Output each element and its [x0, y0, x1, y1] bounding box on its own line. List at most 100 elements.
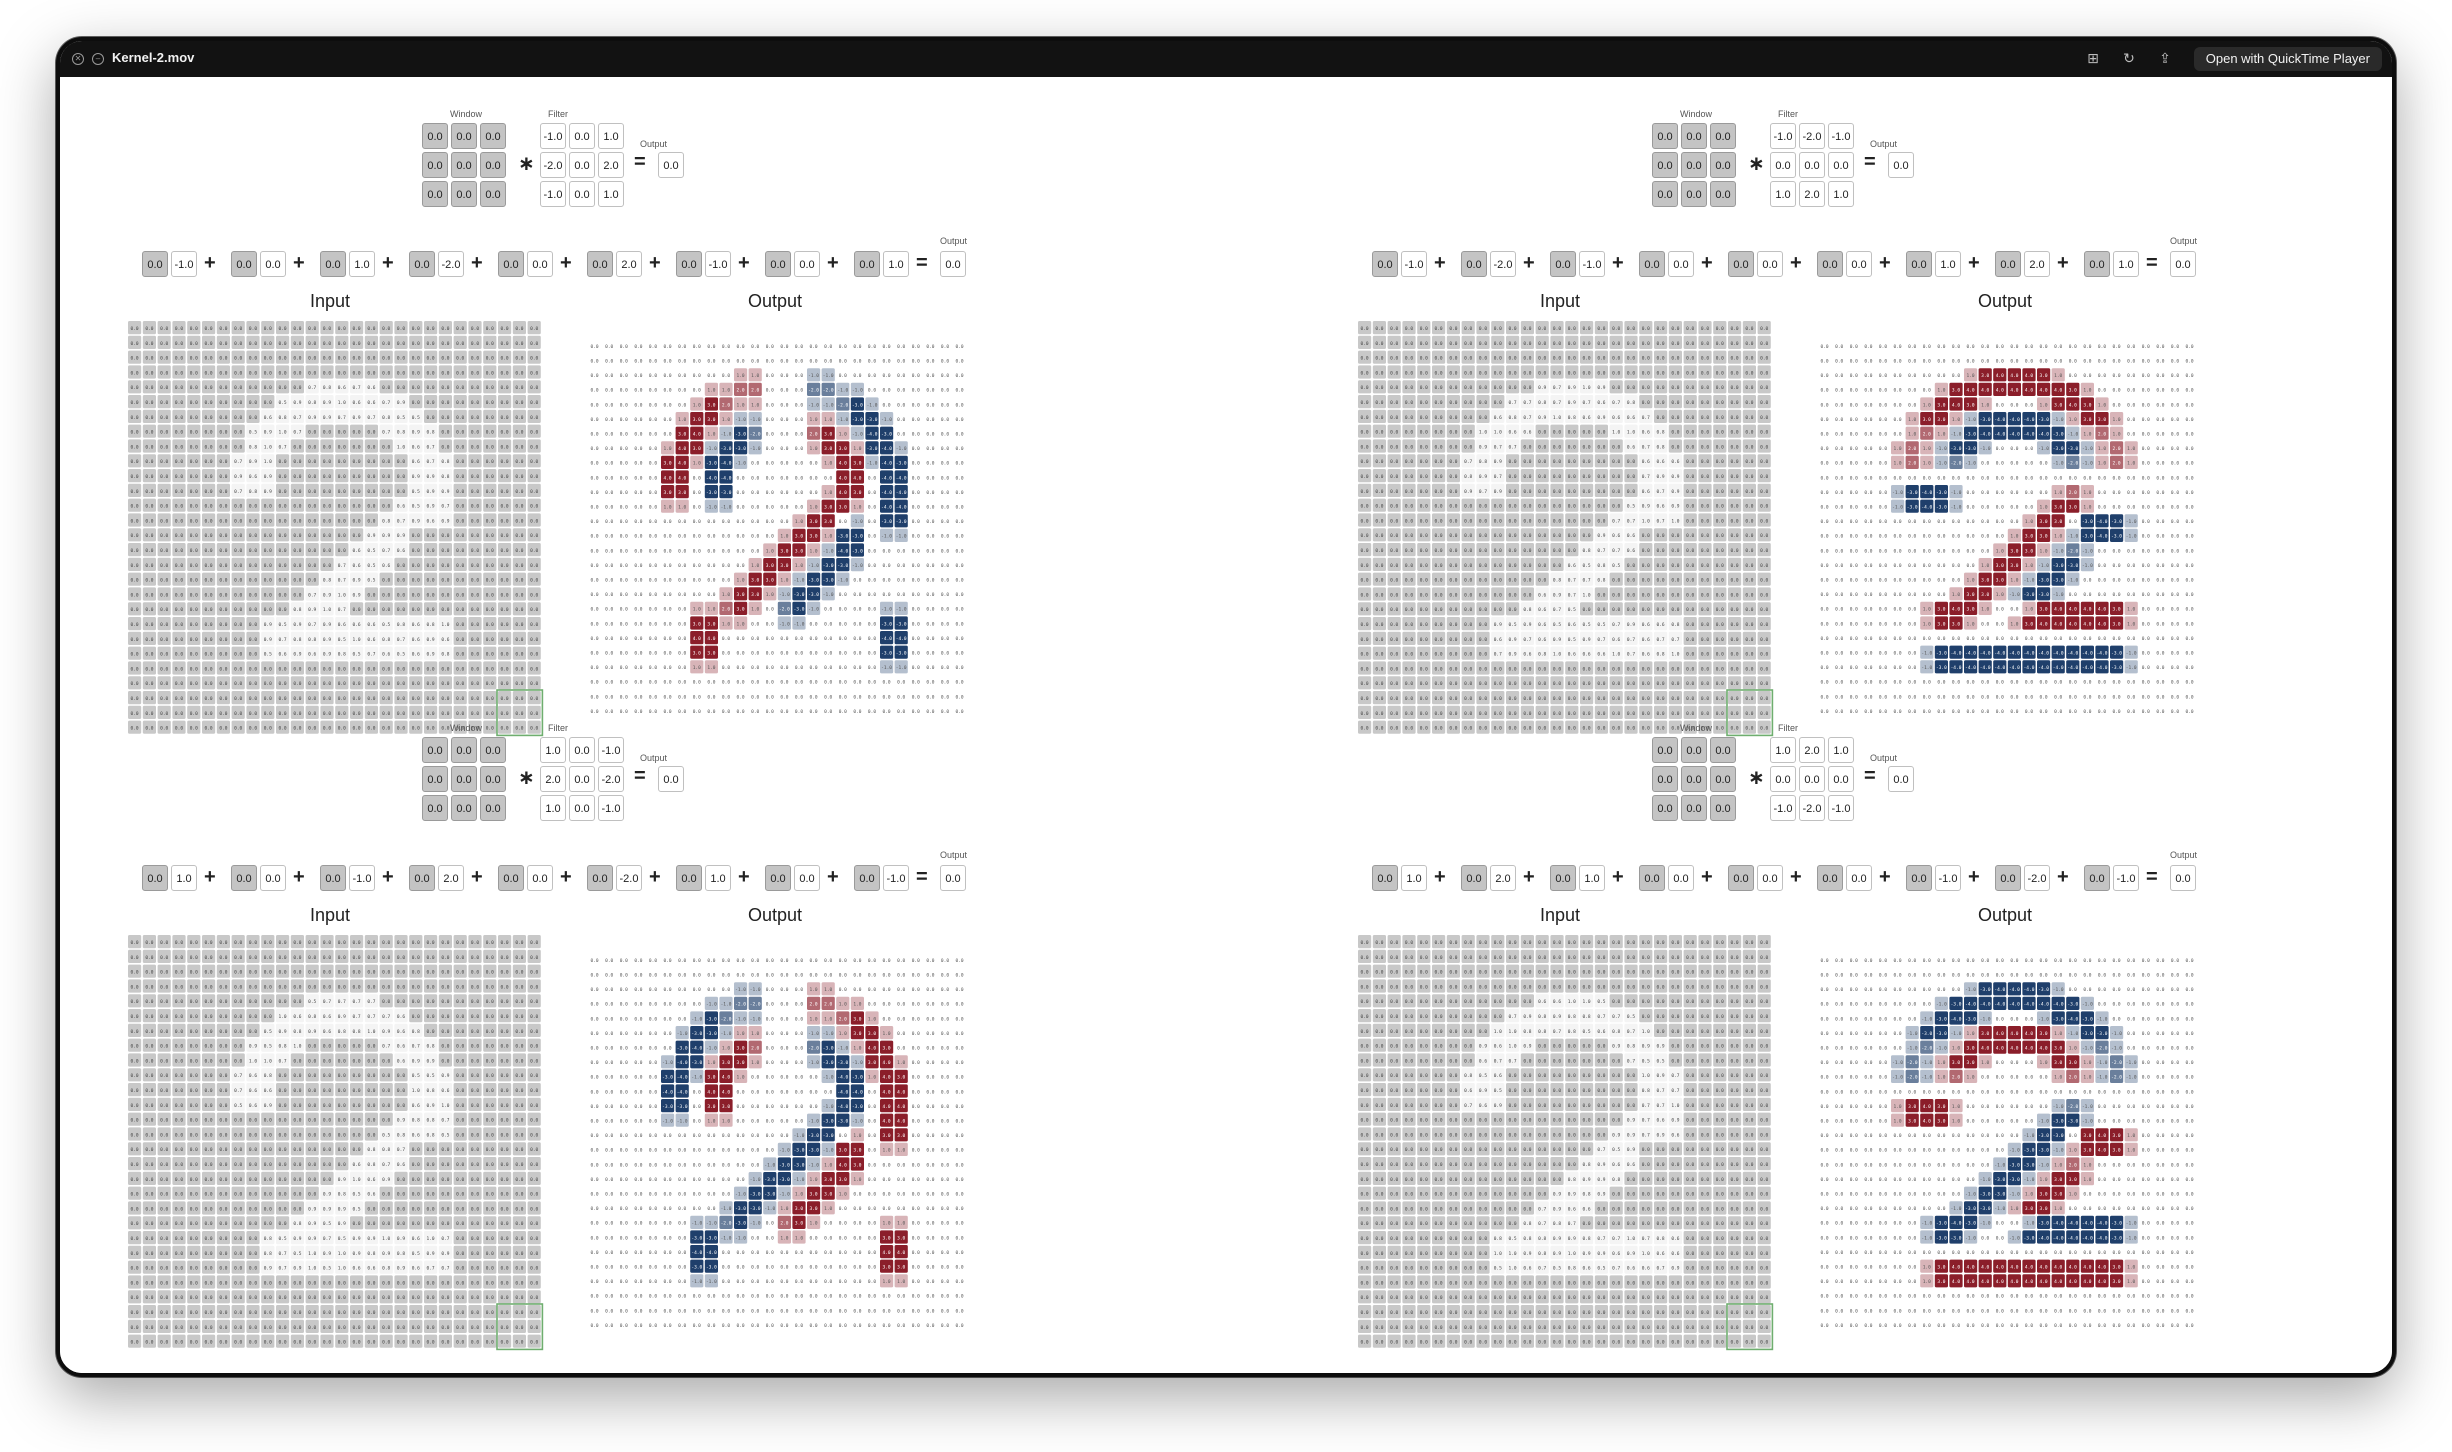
input-cell-value: 0.0: [1745, 607, 1753, 613]
input-cell: [142, 617, 156, 631]
input-cell-value: 0.0: [486, 430, 494, 436]
minimize-icon[interactable]: –: [92, 53, 104, 65]
output-cell-value: 0.0: [956, 607, 964, 613]
input-cell-value: 0.0: [1568, 474, 1576, 480]
output-cell-value: 3.0: [2040, 373, 2048, 379]
input-cell: [379, 557, 393, 571]
output-cell-value: 4.0: [693, 432, 701, 438]
input-cell: [157, 454, 171, 468]
input-cell-value: 0.0: [471, 474, 479, 480]
input-cell-value: 0.0: [1405, 341, 1413, 347]
rotate-icon[interactable]: ↻: [2123, 50, 2135, 66]
output-cell-value: 0.0: [678, 519, 686, 525]
output-cell-value: 0.0: [912, 621, 920, 627]
output-cell-value: 1.0: [1923, 402, 1931, 408]
input-cell-value: 0.0: [1657, 578, 1665, 584]
close-icon[interactable]: ✕: [72, 53, 84, 65]
output-cell-value: -3.0: [896, 621, 907, 627]
input-cell: [394, 424, 408, 438]
input-cell-value: 0.0: [1449, 681, 1457, 687]
input-cell-value: 0.0: [1420, 563, 1428, 569]
input-cell-value: 0.0: [1731, 592, 1739, 598]
input-cell: [261, 424, 275, 438]
input-cell-value: 0.0: [1479, 504, 1487, 510]
input-cell-value: 0.0: [1420, 385, 1428, 391]
input-cell: [424, 528, 438, 542]
share-icon[interactable]: ⇪: [2159, 50, 2171, 66]
input-cell: [261, 572, 275, 586]
input-cell-value: 0.0: [1701, 474, 1709, 480]
output-cell-value: 0.0: [897, 373, 905, 379]
input-cell-value: 1.0: [264, 459, 272, 465]
input-cell-value: 0.0: [1538, 459, 1546, 465]
output-cell-value: -3.0: [852, 417, 863, 423]
input-cell-value: 0.0: [1523, 370, 1531, 376]
input-cell-value: 0.0: [175, 637, 183, 643]
output-cell-value: -4.0: [2024, 417, 2035, 423]
input-cell-value: 0.0: [190, 533, 198, 539]
input-cell: [498, 380, 512, 394]
input-cell: [246, 335, 260, 349]
input-cell-value: 0.5: [353, 652, 361, 658]
input-cell-value: 0.0: [1405, 533, 1413, 539]
output-cell-value: -4.0: [1980, 432, 1991, 438]
input-cell: [335, 424, 349, 438]
input-cell-value: 0.0: [175, 578, 183, 584]
output-cell-value: 0.0: [2010, 402, 2018, 408]
output-cell-value: 0.0: [1864, 446, 1872, 452]
open-with-quicktime-button[interactable]: Open with QuickTime Player: [2193, 47, 2382, 71]
input-cell-value: 0.0: [486, 533, 494, 539]
output-cell-value: 0.0: [693, 475, 701, 481]
input-cell-value: 0.0: [1523, 326, 1531, 332]
input-cell-value: 0.0: [1745, 430, 1753, 436]
input-cell-value: 0.0: [1627, 385, 1635, 391]
output-cell-value: 0.0: [620, 578, 628, 584]
output-cell-value: 0.0: [1908, 373, 1916, 379]
input-cell-value: 0.0: [367, 356, 375, 362]
input-cell-value: 0.0: [190, 370, 198, 376]
input-cell: [276, 602, 290, 616]
input-cell-value: 0.0: [1390, 326, 1398, 332]
input-cell-value: 0.0: [1390, 415, 1398, 421]
input-cell-value: 0.6: [1642, 622, 1650, 628]
input-cell-value: 0.0: [515, 415, 523, 421]
input-cell: [128, 617, 142, 631]
input-cell-value: 0.0: [1745, 533, 1753, 539]
input-cell: [246, 380, 260, 394]
output-cell-value: 0.0: [664, 359, 672, 365]
input-cell: [350, 380, 364, 394]
output-cell-value: 0.0: [722, 651, 730, 657]
output-cell-value: 0.0: [941, 490, 949, 496]
trim-icon[interactable]: ⊞: [2087, 50, 2099, 66]
input-cell-value: 0.0: [1583, 533, 1591, 539]
output-cell-value: 0.0: [839, 651, 847, 657]
output-cell-value: 0.0: [868, 519, 876, 525]
input-cell: [498, 321, 512, 335]
input-cell: [468, 395, 482, 409]
output-cell-value: -3.0: [794, 607, 805, 613]
term-filter-cell: 1.0: [1935, 251, 1961, 277]
filter-cell: 1.0: [1828, 181, 1854, 207]
input-cell: [483, 409, 497, 423]
output-cell-value: -3.0: [721, 490, 732, 496]
output-cell-value: 0.0: [2025, 402, 2033, 408]
output-cell-value: 4.0: [664, 475, 672, 481]
output-cell-value: 0.0: [751, 680, 759, 686]
output-section-label: Output: [1978, 291, 2033, 311]
input-cell-value: 0.0: [1361, 356, 1369, 362]
output-cell-value: 0.0: [1835, 402, 1843, 408]
output-cell-value: 0.0: [941, 651, 949, 657]
input-cell-value: 0.0: [1420, 400, 1428, 406]
input-cell: [187, 395, 201, 409]
input-cell-value: 0.0: [1716, 430, 1724, 436]
output-cell-value: 0.0: [605, 475, 613, 481]
input-cell-value: 0.5: [279, 622, 287, 628]
output-cell-value: 0.0: [2156, 432, 2164, 438]
input-cell-value: 1.0: [1612, 430, 1620, 436]
input-cell: [394, 409, 408, 423]
output-cell-value: 1.0: [824, 417, 832, 423]
input-cell-value: 0.9: [293, 622, 301, 628]
input-cell: [335, 380, 349, 394]
output-cell-value: 0.0: [912, 461, 920, 467]
input-cell: [409, 587, 423, 601]
